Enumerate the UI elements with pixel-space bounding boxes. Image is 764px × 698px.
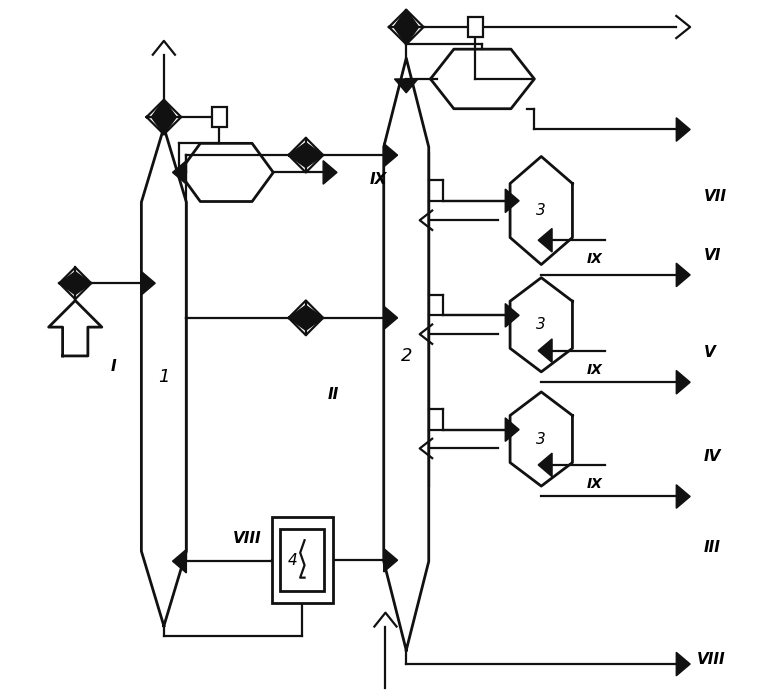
Text: 3: 3 (536, 431, 546, 447)
Polygon shape (384, 143, 397, 167)
Polygon shape (676, 263, 690, 287)
Bar (212, 107, 227, 127)
Polygon shape (505, 189, 519, 213)
Polygon shape (289, 142, 306, 168)
Polygon shape (510, 156, 572, 265)
Polygon shape (538, 228, 552, 252)
Text: VII: VII (704, 189, 727, 204)
Text: IX: IX (370, 172, 387, 188)
Polygon shape (538, 453, 552, 477)
Text: VI: VI (704, 248, 721, 263)
Text: V: V (704, 345, 716, 360)
Text: IX: IX (586, 363, 602, 377)
Polygon shape (49, 301, 102, 356)
Text: 3: 3 (536, 318, 546, 332)
Text: III: III (704, 540, 721, 555)
Text: 2: 2 (400, 347, 412, 365)
Polygon shape (510, 392, 572, 486)
Polygon shape (510, 278, 572, 372)
Polygon shape (60, 272, 75, 295)
Polygon shape (173, 161, 186, 184)
Polygon shape (323, 161, 337, 184)
Polygon shape (75, 272, 91, 295)
Polygon shape (394, 79, 418, 93)
Text: I: I (111, 359, 116, 374)
Polygon shape (393, 10, 419, 27)
Text: 4: 4 (288, 553, 298, 567)
Polygon shape (676, 484, 690, 508)
Polygon shape (538, 339, 552, 362)
Bar (280, 529, 324, 591)
Polygon shape (393, 27, 419, 45)
Polygon shape (384, 306, 397, 329)
Polygon shape (173, 549, 186, 573)
Text: 3: 3 (536, 203, 546, 218)
Text: IV: IV (704, 449, 721, 464)
Polygon shape (179, 143, 274, 202)
Polygon shape (505, 304, 519, 327)
Polygon shape (676, 653, 690, 676)
Text: 1: 1 (158, 368, 170, 386)
Text: IX: IX (586, 477, 602, 491)
Text: VIII: VIII (697, 652, 726, 667)
Text: VIII: VIII (233, 531, 261, 547)
Polygon shape (289, 306, 306, 330)
Polygon shape (141, 128, 186, 626)
Text: II: II (328, 387, 339, 401)
Polygon shape (384, 549, 397, 572)
Polygon shape (306, 142, 323, 168)
Polygon shape (151, 117, 176, 134)
Polygon shape (151, 100, 176, 117)
Polygon shape (676, 371, 690, 394)
Polygon shape (505, 418, 519, 441)
Polygon shape (306, 306, 323, 330)
Polygon shape (676, 118, 690, 141)
Bar (468, 17, 483, 37)
Polygon shape (430, 49, 534, 109)
Polygon shape (141, 272, 155, 295)
Bar (272, 517, 333, 604)
Polygon shape (384, 58, 429, 651)
Text: IX: IX (586, 252, 602, 266)
